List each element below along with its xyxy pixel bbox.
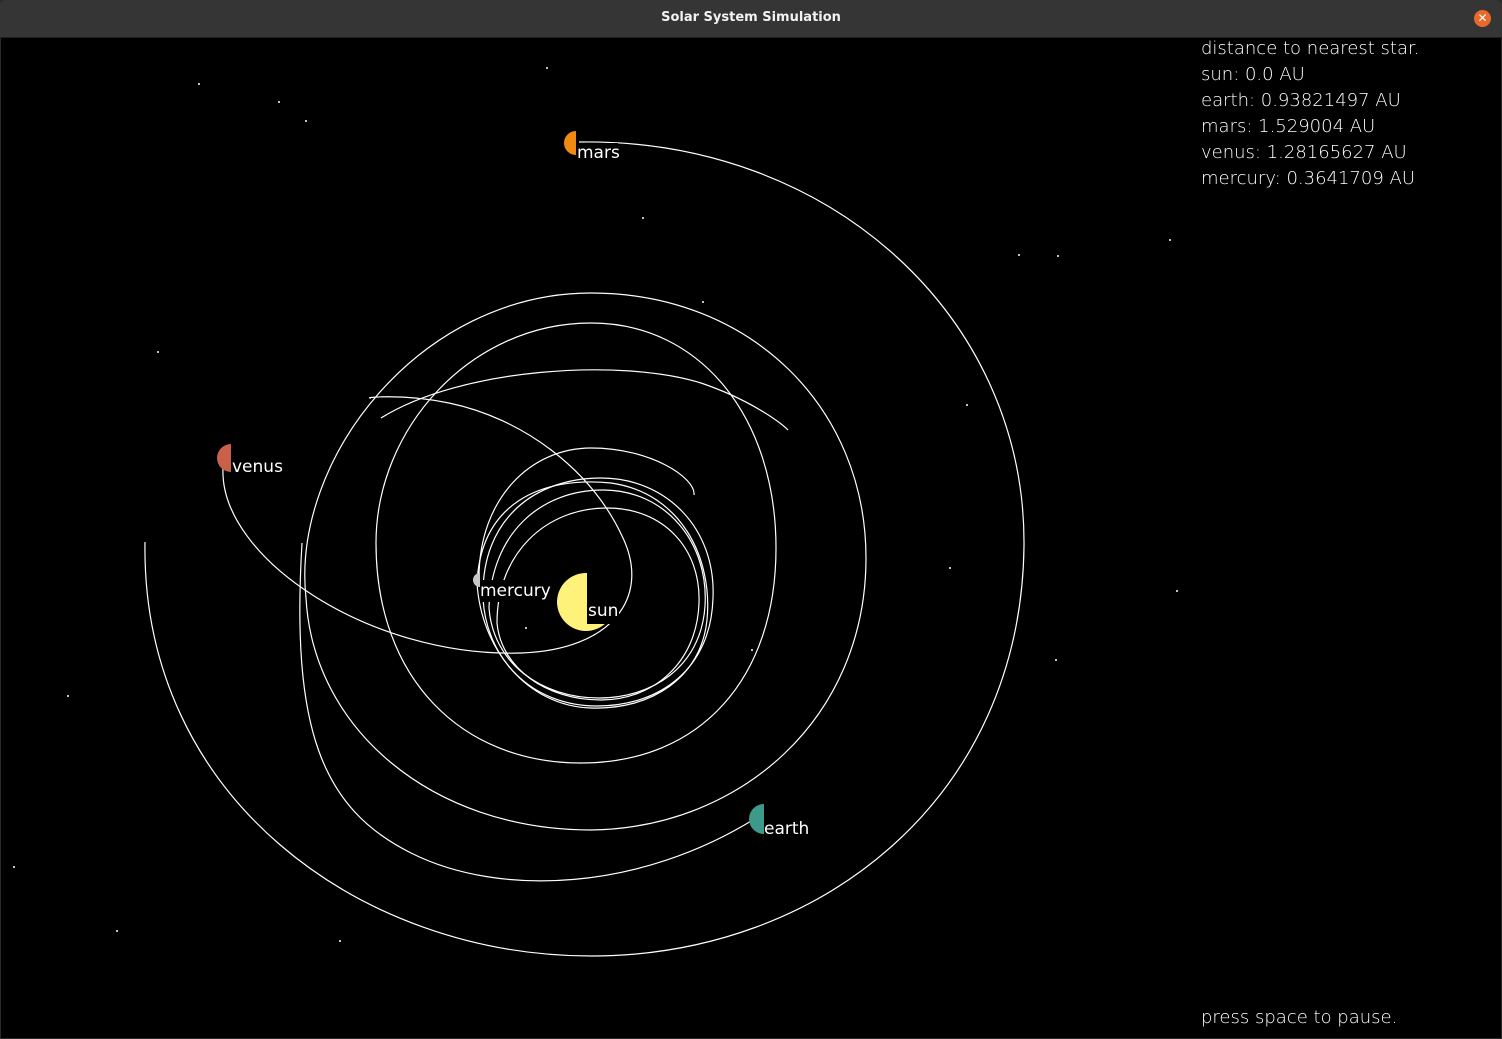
star — [702, 301, 704, 303]
star — [305, 120, 307, 122]
outer-loop-3 — [375, 322, 777, 764]
earth-label-bg — [764, 819, 810, 841]
outer-loop-1 — [304, 292, 867, 831]
pause-hint: press space to pause. — [1201, 1007, 1398, 1028]
distance-mars: mars: 1.529004 AU — [1201, 116, 1376, 137]
star — [1018, 254, 1020, 256]
window-title: Solar System Simulation — [661, 10, 841, 25]
inner-loop-5 — [496, 507, 700, 701]
mercury-label: mercury — [480, 581, 551, 601]
star — [1169, 239, 1171, 241]
earth-trail — [299, 542, 757, 882]
inner-loop-2 — [482, 477, 714, 707]
mercury-label-bg — [480, 580, 552, 602]
inner-loop-3 — [488, 489, 706, 699]
star — [116, 930, 118, 932]
bodies — [217, 131, 810, 841]
distance-heading: distance to nearest star. — [1201, 38, 1420, 59]
sun-label-bg — [587, 602, 619, 624]
star — [67, 695, 69, 697]
venus-trail — [222, 396, 633, 654]
star — [198, 83, 200, 85]
mars-label: mars — [577, 143, 620, 163]
mars-trail — [144, 141, 1025, 957]
close-button[interactable]: ✕ — [1474, 10, 1491, 27]
venus-label: venus — [232, 457, 283, 477]
star — [1176, 590, 1178, 592]
mars-label-bg — [576, 143, 618, 165]
star — [966, 404, 968, 406]
close-icon: ✕ — [1477, 11, 1488, 25]
distance-earth: earth: 0.93821497 AU — [1201, 90, 1401, 111]
star — [642, 217, 644, 219]
star — [949, 567, 951, 569]
inner-loop-4 — [476, 481, 709, 709]
background-stars — [13, 67, 1178, 942]
star — [1057, 255, 1059, 257]
orbit-trails — [144, 141, 1025, 957]
star — [751, 649, 753, 651]
title-bar[interactable]: Solar System Simulation ✕ — [0, 0, 1502, 38]
venus-label-bg — [231, 458, 283, 480]
distance-mercury: mercury: 0.3641709 AU — [1201, 168, 1415, 189]
distance-panel: distance to nearest star. sun: 0.0 AU ea… — [1201, 38, 1419, 192]
star — [278, 101, 280, 103]
star — [546, 67, 548, 69]
earth-label: earth — [764, 819, 810, 839]
star — [13, 866, 15, 868]
sun-label: sun — [588, 601, 619, 621]
simulation-canvas[interactable]: sun mercury venus earth mars distance to… — [1, 38, 1501, 1038]
star — [1055, 659, 1057, 661]
star — [339, 940, 341, 942]
star — [157, 351, 159, 353]
outer-loop-2 — [380, 369, 789, 431]
star — [525, 627, 527, 629]
distance-sun: sun: 0.0 AU — [1201, 64, 1305, 85]
simulation-scene — [13, 67, 1178, 957]
distance-venus: venus: 1.28165627 AU — [1201, 142, 1407, 163]
inner-loop-1 — [478, 447, 695, 579]
